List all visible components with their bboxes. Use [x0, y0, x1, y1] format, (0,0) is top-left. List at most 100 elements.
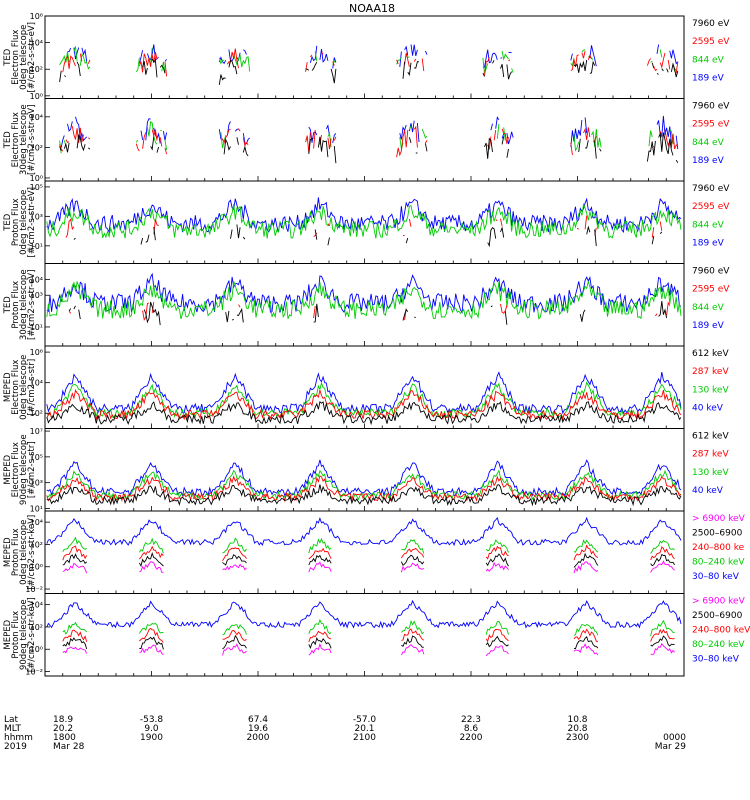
legend-entry: 2500–6900: [692, 529, 743, 539]
footer-row-label: Lat: [4, 715, 19, 725]
trace-2-4: [59, 132, 679, 164]
footer-value: 8.6: [464, 724, 479, 734]
y-axis-label-line: 30deg telescope: [19, 269, 29, 340]
legend-entry: 189 eV: [692, 321, 725, 331]
footer-row-label: MLT: [4, 724, 22, 734]
y-axis-label-line: 0deg telescope: [19, 520, 29, 585]
y-axis-label-line: Proton Flux: [11, 611, 21, 659]
y-tick-label: 10⁵: [30, 183, 43, 192]
footer-value: 2000: [247, 733, 270, 743]
footer-value: 18.9: [53, 715, 73, 725]
trace-7-5: [62, 560, 675, 574]
y-tick-label: 10⁴: [30, 601, 43, 610]
y-tick-label: 10³: [30, 291, 43, 300]
trace-4-4: [68, 301, 668, 326]
legend-entry: 844 eV: [692, 55, 725, 65]
legend-entry: 30–80 keV: [692, 572, 740, 582]
figure-title: NOAA18: [349, 2, 395, 15]
y-axis-label-line: Proton Flux: [11, 528, 21, 576]
trace-3-4: [74, 225, 672, 247]
y-axis-label-line: 90deg telescope: [19, 599, 29, 670]
panel-frame: [44, 510, 685, 594]
legend-entry: > 6900 keV: [692, 514, 746, 524]
panel-frame: [44, 593, 685, 677]
y-axis-label-line: 0deg telescope: [19, 355, 29, 420]
footer-value: -57.0: [353, 715, 377, 725]
trace-7-2: [62, 536, 675, 554]
legend-entry: 612 keV: [692, 349, 729, 359]
legend-entry: 844 eV: [692, 303, 725, 313]
y-axis-label-line: Electron Flux: [11, 442, 21, 497]
y-tick-label: 10³: [30, 212, 43, 221]
y-axis-label-line: TED: [3, 213, 13, 232]
y-axis-label-line: [#/cm2-s-str-eV]: [27, 270, 37, 340]
legend-entry: 2595 eV: [692, 120, 730, 130]
footer-value: 20.8: [567, 724, 587, 734]
panel-frame: [44, 263, 685, 347]
legend-entry: 844 eV: [692, 138, 725, 148]
y-tick-label: 10⁴: [30, 113, 43, 122]
trace-8-1: [46, 599, 682, 629]
y-tick-label: 10⁴: [30, 379, 43, 388]
y-tick-label: 10¹: [30, 504, 43, 513]
legend-entry: 240–800 ke: [692, 543, 745, 553]
legend-entry: 189 eV: [692, 238, 725, 248]
legend-entry: 7960 eV: [692, 102, 730, 112]
y-axis-label-line: 0deg telescope: [19, 25, 29, 90]
y-axis-label-line: Proton Flux: [11, 281, 21, 329]
y-axis-label-line: TED: [3, 48, 13, 67]
legend-entry: 7960 eV: [692, 267, 730, 277]
y-axis-label-line: Electron Flux: [11, 112, 21, 167]
y-axis-label-line: Proton Flux: [11, 198, 21, 246]
legend-entry: 7960 eV: [692, 184, 730, 194]
footer-value: 19.6: [248, 724, 268, 734]
footer-value: 20.1: [354, 724, 374, 734]
footer-value: 9.0: [144, 724, 159, 734]
y-axis-label-line: [#/cm2-s-str-keV]: [27, 515, 37, 590]
y-axis-label-line: MEPED: [3, 454, 13, 484]
y-axis-label-line: [#/cm2-s-str-eV]: [27, 22, 37, 92]
y-tick-label: 10⁶: [30, 12, 43, 21]
legend-entry: 130 keV: [692, 468, 729, 478]
y-tick-label: 10¹: [30, 323, 43, 332]
y-tick-label: 10⁶: [30, 348, 43, 357]
y-axis-label-line: [#/cm2-s-str-keV]: [27, 597, 37, 672]
legend-entry: 130 keV: [692, 385, 729, 395]
y-axis-label-line: Electron Flux: [11, 360, 21, 415]
trace-7-4: [62, 551, 675, 568]
trace-1-3: [62, 48, 679, 77]
legend-entry: 189 eV: [692, 156, 725, 166]
y-axis-label-line: TED: [3, 296, 13, 315]
trace-8-4: [62, 634, 675, 650]
y-axis-label-line: 90deg telescope: [19, 434, 29, 505]
trace-2-3: [59, 125, 679, 158]
trace-8-5: [62, 642, 675, 657]
legend-entry: 287 keV: [692, 367, 729, 377]
y-axis-label-line: 30deg telescope: [19, 104, 29, 175]
footer-value: -53.8: [140, 715, 164, 725]
trace-8-3: [62, 627, 675, 643]
y-tick-label: 10⁰: [30, 92, 43, 101]
trace-3-1: [46, 197, 682, 234]
trace-5-1: [46, 371, 682, 415]
footer-value: 2100: [353, 733, 376, 743]
trace-4-1: [46, 272, 682, 314]
y-axis-label-line: TED: [3, 131, 13, 150]
legend-entry: 2595 eV: [692, 285, 730, 295]
legend-entry: 80–240 keV: [692, 558, 745, 568]
footer-value: 2200: [460, 733, 483, 743]
footer-value: Mar 29: [655, 742, 687, 752]
y-tick-label: 10⁰: [30, 645, 43, 654]
footer-value: 67.4: [248, 715, 268, 725]
footer-value: 22.3: [461, 715, 481, 725]
panel-frame: [44, 345, 685, 429]
legend-entry: > 6900 keV: [692, 597, 746, 607]
y-tick-label: 10⁷: [30, 427, 43, 436]
legend-entry: 2595 eV: [692, 37, 730, 47]
legend-entry: 40 keV: [692, 486, 724, 496]
